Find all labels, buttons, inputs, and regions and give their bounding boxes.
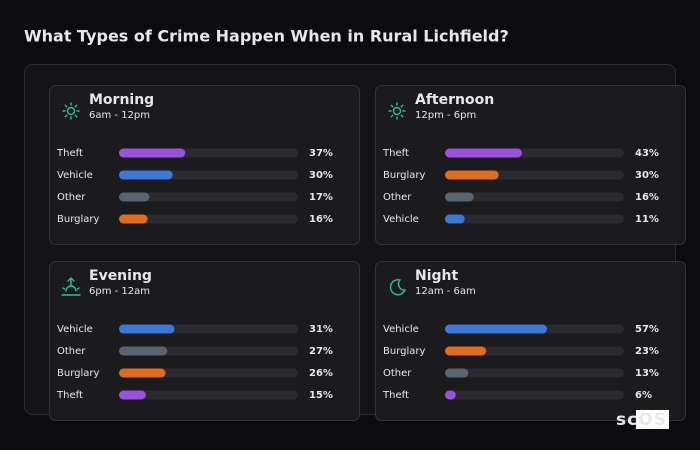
- category-label: Other: [57, 192, 86, 203]
- panel-card: [375, 85, 686, 245]
- panel-subtitle: 6am - 12pm: [89, 110, 150, 121]
- bar: [119, 214, 148, 224]
- bar-track: [119, 192, 298, 202]
- moon-icon: [389, 279, 407, 296]
- panel: Afternoon 12pm - 6pm Theft 43% Burglary 30% Ot…: [375, 85, 686, 245]
- category-label: Theft: [56, 390, 83, 401]
- bar: [445, 324, 548, 334]
- bar: [119, 148, 186, 158]
- bar: [445, 148, 522, 158]
- value-label: 16%: [309, 214, 333, 225]
- panel-card: [49, 261, 360, 421]
- value-label: 15%: [309, 390, 333, 401]
- logo: scOS: [616, 410, 669, 430]
- icons: [61, 102, 407, 296]
- value-label: 43%: [635, 148, 659, 159]
- panel-title: Evening: [89, 268, 152, 284]
- value-label: 27%: [309, 346, 333, 357]
- bar: [119, 346, 168, 356]
- value-label: 6%: [635, 390, 652, 401]
- page-title: What Types of Crime Happen When in Rural…: [24, 27, 509, 46]
- panel: Night 12am - 6am Vehicle 57% Burglary 23% Othe…: [375, 261, 686, 421]
- bar: [445, 214, 465, 224]
- category-label: Theft: [56, 148, 83, 159]
- value-label: 30%: [309, 170, 333, 181]
- panel: Evening 6pm - 12am Vehicle 31% Other 27% Burgl…: [49, 261, 360, 421]
- panel-card: [49, 85, 360, 245]
- bar-track: [445, 368, 624, 378]
- value-label: 31%: [309, 324, 333, 335]
- panels: Morning 6am - 12pm Theft 37% Vehicle 30% Other…: [49, 85, 686, 421]
- panel-subtitle: 12am - 6am: [415, 286, 476, 297]
- category-label: Vehicle: [383, 214, 419, 225]
- panel-subtitle: 6pm - 12am: [89, 286, 150, 297]
- category-label: Theft: [382, 390, 409, 401]
- sun-icon: [388, 102, 406, 120]
- category-label: Other: [383, 192, 412, 203]
- bar: [445, 346, 487, 356]
- bar-track: [119, 390, 298, 400]
- sunrise-icon: [61, 277, 81, 296]
- category-label: Burglary: [383, 170, 425, 181]
- category-label: Theft: [382, 148, 409, 159]
- bar-track: [445, 192, 624, 202]
- category-label: Burglary: [57, 214, 99, 225]
- category-label: Burglary: [383, 346, 425, 357]
- panel-card: [375, 261, 686, 421]
- panel-subtitle: 12pm - 6pm: [415, 110, 476, 121]
- category-label: Vehicle: [57, 324, 93, 335]
- bar: [119, 368, 166, 378]
- category-label: Burglary: [57, 368, 99, 379]
- bar: [119, 192, 150, 202]
- bar: [445, 192, 474, 202]
- value-label: 30%: [635, 170, 659, 181]
- category-label: Other: [383, 368, 412, 379]
- value-label: 57%: [635, 324, 659, 335]
- value-label: 23%: [635, 346, 659, 357]
- value-label: 37%: [309, 148, 333, 159]
- category-label: Vehicle: [383, 324, 419, 335]
- bar-track: [445, 346, 624, 356]
- category-label: Vehicle: [57, 170, 93, 181]
- bar: [445, 368, 469, 378]
- value-label: 13%: [635, 368, 659, 379]
- panel-title: Morning: [89, 92, 154, 108]
- value-label: 11%: [635, 214, 659, 225]
- bar: [445, 390, 456, 400]
- bar: [445, 170, 499, 180]
- bar-track: [445, 214, 624, 224]
- value-label: 16%: [635, 192, 659, 203]
- bar-track: [119, 214, 298, 224]
- bar: [119, 390, 146, 400]
- value-label: 26%: [309, 368, 333, 379]
- panel: Morning 6am - 12pm Theft 37% Vehicle 30% Other…: [49, 85, 360, 245]
- panel-title: Night: [415, 268, 459, 284]
- value-label: 17%: [309, 192, 333, 203]
- bar: [119, 170, 173, 180]
- logo-box: [636, 410, 669, 429]
- logo-text: scOS: [616, 410, 667, 430]
- bar-track: [445, 390, 624, 400]
- panel-title: Afternoon: [415, 92, 494, 108]
- bar: [119, 324, 175, 334]
- category-label: Other: [57, 346, 86, 357]
- sun-icon: [62, 102, 80, 120]
